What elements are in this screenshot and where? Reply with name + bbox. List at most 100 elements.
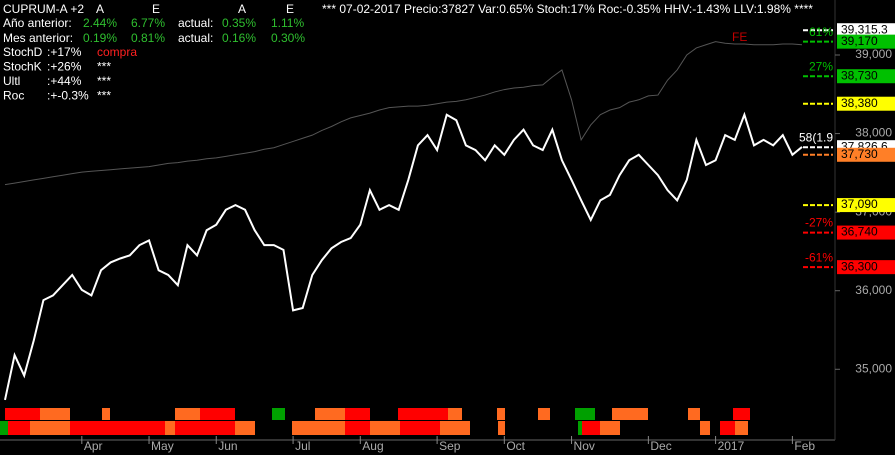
level-box xyxy=(837,34,895,49)
signal-cell xyxy=(70,421,165,435)
x-tick-label: Apr xyxy=(84,439,103,453)
signal-cell xyxy=(600,421,620,435)
row-val: 0.81% xyxy=(131,31,165,45)
level-label: 37,090 xyxy=(841,197,878,211)
level-tag: 58(1.9 xyxy=(799,130,833,144)
y-tick-label: 35,000 xyxy=(855,361,892,375)
signal-cell xyxy=(733,408,750,420)
row-label: Año anterior: xyxy=(3,16,72,30)
row-val: 0.35% xyxy=(222,16,256,30)
level-tag: 27% xyxy=(809,59,833,73)
row-val: 0.30% xyxy=(271,31,305,45)
signal-cell xyxy=(292,421,345,435)
signal-cell xyxy=(448,408,462,420)
indicator-value: :+17% xyxy=(47,45,82,59)
row-val: 1.11% xyxy=(271,16,304,30)
level-box xyxy=(837,23,895,38)
signal-cell xyxy=(0,421,8,435)
x-tick-label: Nov xyxy=(574,439,595,453)
signal-cell xyxy=(370,421,400,435)
level-box xyxy=(837,198,895,213)
level-box xyxy=(837,260,895,275)
row-label: actual: xyxy=(178,16,213,30)
signal-cell xyxy=(5,408,40,420)
level-label: 39,170 xyxy=(841,34,878,48)
signal-cell xyxy=(582,421,600,435)
signal-cell xyxy=(102,408,110,420)
row-val: 6.77% xyxy=(131,16,165,30)
col-head: A xyxy=(96,2,104,16)
col-head: E xyxy=(286,2,294,16)
level-box xyxy=(837,147,895,162)
indicator-signal: compra xyxy=(97,45,137,59)
signal-cell xyxy=(498,421,505,435)
level-tag: -61% xyxy=(805,250,833,264)
level-label: 37,730 xyxy=(841,147,878,161)
signal-cell xyxy=(578,421,582,435)
signal-cell xyxy=(8,421,30,435)
x-tick-label: 2017 xyxy=(718,439,745,453)
x-tick-label: Jun xyxy=(218,439,237,453)
signal-cell xyxy=(165,421,175,435)
col-head: A xyxy=(238,2,246,16)
indicator-signal: *** xyxy=(97,89,111,103)
signal-cell xyxy=(400,421,440,435)
row-val: 0.16% xyxy=(222,31,256,45)
signal-cell xyxy=(30,421,70,435)
x-tick-label: Sep xyxy=(439,439,461,453)
signal-strip xyxy=(0,408,750,435)
indicator-value: :+26% xyxy=(47,60,82,74)
signal-cell xyxy=(200,408,235,420)
signal-cell xyxy=(538,408,550,420)
signal-cell xyxy=(612,408,648,420)
series-line xyxy=(4,41,803,186)
signal-cell xyxy=(440,421,470,435)
signal-cell xyxy=(575,408,595,420)
col-head: E xyxy=(152,2,160,16)
signal-cell xyxy=(688,408,700,420)
signal-cell xyxy=(497,408,505,420)
signal-cell xyxy=(398,408,448,420)
indicator-name: Ultl xyxy=(3,74,20,88)
signal-cell xyxy=(720,421,735,435)
level-box xyxy=(837,225,895,240)
status: *** 07-02-2017 Precio:37827 Var:0.65% St… xyxy=(322,2,813,16)
level-label: 36,740 xyxy=(841,225,878,239)
row-val: 0.19% xyxy=(83,31,117,45)
signal-cell xyxy=(235,421,255,435)
level-box xyxy=(837,69,895,84)
signal-cell xyxy=(175,421,235,435)
x-tick-label: Aug xyxy=(362,439,383,453)
level-label: 38,380 xyxy=(841,96,878,110)
indicator-name: StochK xyxy=(3,60,42,74)
x-tick-label: Oct xyxy=(506,439,525,453)
y-tick-label: 39,000 xyxy=(855,47,892,61)
signal-cell xyxy=(345,421,370,435)
level-box xyxy=(837,96,895,111)
row-val: 2.44% xyxy=(83,16,117,30)
level-tag: 61% xyxy=(809,25,833,39)
x-tick-label: Feb xyxy=(794,439,815,453)
series-line xyxy=(4,111,803,401)
x-tick-label: Jul xyxy=(295,439,310,453)
level-label: 36,300 xyxy=(841,259,878,273)
signal-cell xyxy=(345,408,370,420)
indicator-value: :+-0.3% xyxy=(47,89,89,103)
indicator-signal: *** xyxy=(97,74,111,88)
row-label: Mes anterior: xyxy=(3,31,73,45)
level-label: 39,315.3 xyxy=(841,22,888,36)
indicator-name: StochD xyxy=(3,45,43,59)
indicator-name: Roc xyxy=(3,89,24,103)
level-label: 38,730 xyxy=(841,68,878,82)
indicator-value: :+44% xyxy=(47,74,82,88)
y-tick-label: 38,000 xyxy=(855,126,892,140)
signal-cell xyxy=(175,408,200,420)
row-label: actual: xyxy=(178,31,213,45)
signal-cell xyxy=(700,421,710,435)
y-tick-label: 36,000 xyxy=(855,283,892,297)
x-tick-label: May xyxy=(151,439,174,453)
level-tag: -27% xyxy=(805,216,833,230)
signal-cell xyxy=(735,421,748,435)
marker: FE xyxy=(732,30,747,44)
